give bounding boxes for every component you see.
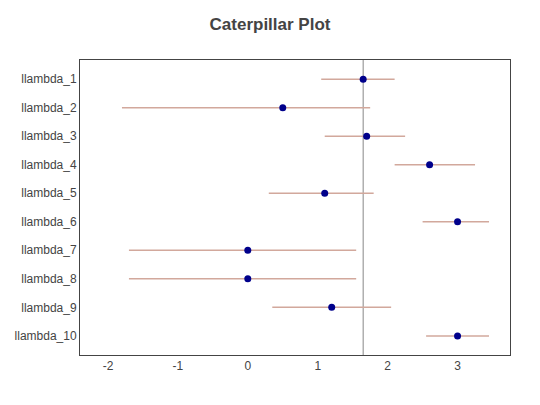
svg-text:-1: -1 (173, 359, 184, 373)
svg-text:2: 2 (384, 359, 391, 373)
svg-text:llambda_1: llambda_1 (21, 72, 77, 86)
svg-text:llambda_6: llambda_6 (21, 215, 77, 229)
svg-text:Caterpillar Plot: Caterpillar Plot (210, 15, 331, 34)
svg-text:llambda_4: llambda_4 (21, 158, 77, 172)
svg-text:llambda_5: llambda_5 (21, 186, 77, 200)
svg-text:3: 3 (454, 359, 461, 373)
svg-text:llambda_7: llambda_7 (21, 243, 77, 257)
svg-text:1: 1 (314, 359, 321, 373)
svg-text:llambda_9: llambda_9 (21, 301, 77, 315)
svg-text:llambda_2: llambda_2 (21, 101, 77, 115)
svg-text:llambda_3: llambda_3 (21, 129, 77, 143)
svg-text:0: 0 (244, 359, 251, 373)
svg-text:llambda_10: llambda_10 (15, 329, 77, 343)
svg-text:llambda_8: llambda_8 (21, 272, 77, 286)
svg-text:-2: -2 (103, 359, 114, 373)
